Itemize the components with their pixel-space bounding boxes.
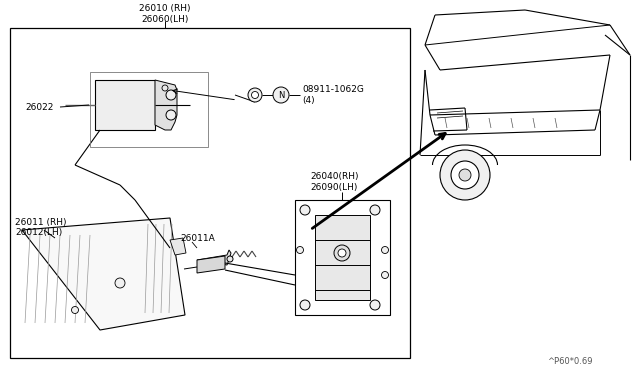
Circle shape [334, 245, 350, 261]
Text: N: N [278, 90, 284, 99]
Circle shape [300, 205, 310, 215]
Text: 26010 (RH)
26060(LH): 26010 (RH) 26060(LH) [140, 4, 191, 24]
Polygon shape [197, 256, 225, 273]
Text: 26011 (RH)
26012(LH): 26011 (RH) 26012(LH) [15, 218, 67, 237]
Bar [295, 200, 390, 315]
Text: 26022: 26022 [25, 103, 53, 112]
Text: 08911-1062G
(4): 08911-1062G (4) [302, 85, 364, 105]
Circle shape [166, 90, 176, 100]
Text: 26040(RH)
26090(LH): 26040(RH) 26090(LH) [310, 172, 358, 192]
Circle shape [273, 87, 289, 103]
Circle shape [162, 85, 168, 91]
Circle shape [300, 300, 310, 310]
Circle shape [72, 307, 79, 314]
Circle shape [115, 278, 125, 288]
Bar [315, 215, 370, 300]
Text: ^P60*0.69: ^P60*0.69 [547, 357, 593, 366]
Circle shape [381, 247, 388, 253]
Circle shape [459, 169, 471, 181]
Circle shape [296, 247, 303, 253]
Circle shape [338, 249, 346, 257]
Bar [90, 72, 208, 147]
Polygon shape [197, 250, 231, 265]
Polygon shape [22, 218, 185, 330]
Circle shape [166, 110, 176, 120]
Bar [10, 28, 410, 358]
Bar [95, 80, 155, 130]
Circle shape [252, 92, 259, 99]
Circle shape [370, 300, 380, 310]
Circle shape [381, 272, 388, 279]
Text: 26011A: 26011A [180, 234, 215, 243]
Polygon shape [155, 80, 177, 130]
Circle shape [227, 256, 233, 262]
Circle shape [440, 150, 490, 200]
Circle shape [248, 88, 262, 102]
Polygon shape [170, 238, 186, 255]
Circle shape [370, 205, 380, 215]
Circle shape [451, 161, 479, 189]
